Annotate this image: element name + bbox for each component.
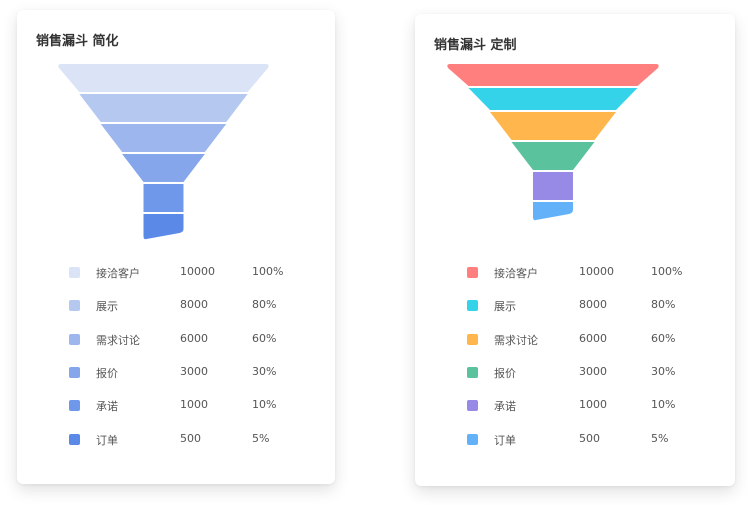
legend-percent: 30%	[651, 365, 675, 378]
funnel-segment	[447, 64, 658, 86]
funnel-segment	[469, 88, 638, 110]
funnel-segment	[533, 172, 573, 200]
legend-percent: 100%	[252, 265, 283, 278]
legend-percent: 5%	[252, 432, 269, 445]
legend-value: 1000	[180, 398, 208, 411]
legend-row: 承诺 1000 10%	[17, 396, 335, 416]
funnel-segment	[490, 112, 616, 140]
legend-stage-name: 展示	[494, 298, 516, 314]
funnel-card-custom: 销售漏斗 定制 接洽客户 10000 100% 展示 8000 80% 需求讨论 6000 60…	[415, 14, 735, 486]
legend-stage-name: 展示	[96, 298, 118, 314]
funnel-chart	[17, 10, 335, 250]
legend-swatch	[467, 334, 478, 345]
legend-row: 报价 3000 30%	[17, 363, 335, 383]
legend-stage-name: 报价	[494, 365, 516, 381]
legend-stage-name: 接洽客户	[96, 265, 140, 281]
legend-percent: 80%	[252, 298, 276, 311]
legend-row: 订单 500 5%	[415, 430, 735, 450]
legend-value: 10000	[180, 265, 215, 278]
legend-row: 承诺 1000 10%	[415, 396, 735, 416]
legend-percent: 10%	[651, 398, 675, 411]
legend-percent: 10%	[252, 398, 276, 411]
legend-swatch	[467, 300, 478, 311]
legend-row: 展示 8000 80%	[17, 296, 335, 316]
legend-swatch	[69, 300, 80, 311]
legend-row: 需求讨论 6000 60%	[415, 330, 735, 350]
legend-swatch	[69, 367, 80, 378]
legend-percent: 60%	[651, 332, 675, 345]
legend-row: 需求讨论 6000 60%	[17, 330, 335, 350]
legend-stage-name: 订单	[96, 432, 118, 448]
funnel-card-simplified: 销售漏斗 简化 接洽客户 10000 100% 展示 8000 80% 需求讨论 6000 60…	[17, 10, 335, 484]
legend-stage-name: 订单	[494, 432, 516, 448]
legend-row: 展示 8000 80%	[415, 296, 735, 316]
legend-value: 3000	[579, 365, 607, 378]
funnel-segment	[79, 94, 247, 122]
funnel-segment	[533, 202, 573, 220]
funnel-segment	[58, 64, 268, 92]
legend-stage-name: 承诺	[494, 398, 516, 414]
legend-swatch	[467, 400, 478, 411]
funnel-segment	[144, 214, 184, 239]
legend-percent: 60%	[252, 332, 276, 345]
legend-stage-name: 需求讨论	[494, 332, 538, 348]
funnel-segment	[122, 154, 205, 182]
legend-stage-name: 报价	[96, 365, 118, 381]
legend-stage-name: 承诺	[96, 398, 118, 414]
legend-swatch	[69, 434, 80, 445]
legend-value: 6000	[579, 332, 607, 345]
legend-value: 8000	[180, 298, 208, 311]
legend-stage-name: 需求讨论	[96, 332, 140, 348]
legend-swatch	[467, 267, 478, 278]
funnel-segment	[144, 184, 184, 212]
legend-swatch	[69, 334, 80, 345]
funnel-segment	[101, 124, 227, 152]
legend-row: 报价 3000 30%	[415, 363, 735, 383]
legend-percent: 5%	[651, 432, 668, 445]
legend-swatch	[467, 367, 478, 378]
funnel-chart	[415, 14, 735, 254]
legend-row: 订单 500 5%	[17, 430, 335, 450]
funnel-segment	[512, 142, 595, 170]
legend-value: 1000	[579, 398, 607, 411]
legend-value: 8000	[579, 298, 607, 311]
legend-value: 6000	[180, 332, 208, 345]
legend-row: 接洽客户 10000 100%	[17, 263, 335, 283]
legend-row: 接洽客户 10000 100%	[415, 263, 735, 283]
legend-percent: 100%	[651, 265, 682, 278]
legend-value: 3000	[180, 365, 208, 378]
legend-percent: 30%	[252, 365, 276, 378]
legend-swatch	[69, 267, 80, 278]
legend-value: 500	[579, 432, 600, 445]
legend-value: 10000	[579, 265, 614, 278]
legend-stage-name: 接洽客户	[494, 265, 538, 281]
legend-swatch	[69, 400, 80, 411]
legend-value: 500	[180, 432, 201, 445]
legend-percent: 80%	[651, 298, 675, 311]
legend-swatch	[467, 434, 478, 445]
